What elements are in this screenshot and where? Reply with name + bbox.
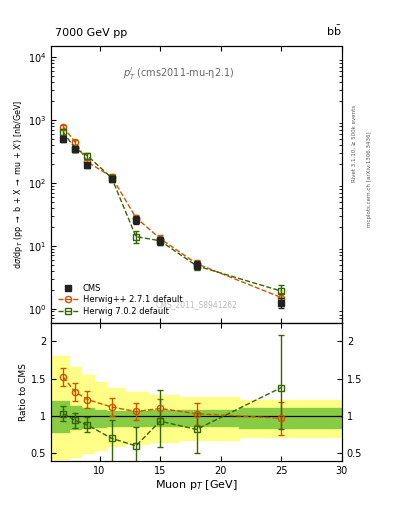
Text: Rivet 3.1.10, ≥ 500k events: Rivet 3.1.10, ≥ 500k events bbox=[352, 105, 357, 182]
Text: b$\bar{\rm b}$: b$\bar{\rm b}$ bbox=[327, 24, 342, 38]
Y-axis label: Ratio to CMS: Ratio to CMS bbox=[19, 362, 28, 421]
Text: CMS_2011_S8941262: CMS_2011_S8941262 bbox=[156, 300, 237, 309]
Text: 7000 GeV pp: 7000 GeV pp bbox=[55, 28, 127, 38]
Text: $p^l_T$ (cms2011-mu-η2.1): $p^l_T$ (cms2011-mu-η2.1) bbox=[123, 66, 235, 82]
Text: mcplots.cern.ch [arXiv:1306.3436]: mcplots.cern.ch [arXiv:1306.3436] bbox=[367, 132, 373, 227]
Legend: CMS, Herwig++ 2.7.1 default, Herwig 7.0.2 default: CMS, Herwig++ 2.7.1 default, Herwig 7.0.… bbox=[55, 282, 185, 318]
Y-axis label: d$\sigma$/dp$_T$ (pp $\to$ b + X $\to$ mu + X$'$) [nb/GeV]: d$\sigma$/dp$_T$ (pp $\to$ b + X $\to$ m… bbox=[12, 99, 25, 269]
X-axis label: Muon p$_T$ [GeV]: Muon p$_T$ [GeV] bbox=[155, 478, 238, 493]
